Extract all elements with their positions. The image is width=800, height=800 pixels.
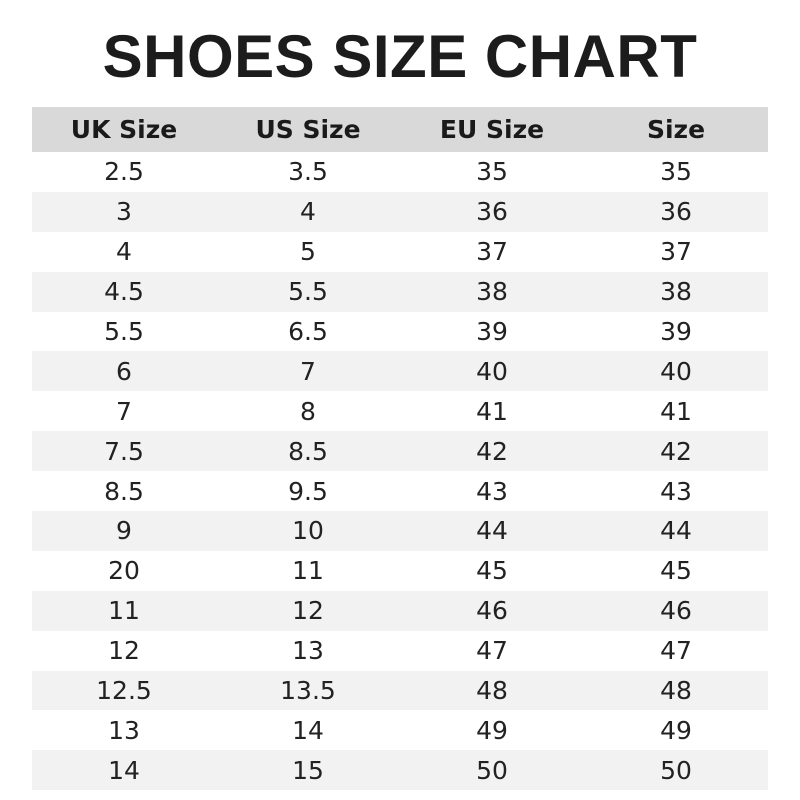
column-header: Size xyxy=(584,107,768,152)
table-cell: 6 xyxy=(32,351,216,392)
table-row: 14 15 50 50 xyxy=(32,750,768,791)
table-cell: 15 xyxy=(216,750,400,791)
table-cell: 12 xyxy=(216,590,400,631)
size-chart-table: UK Size US Size EU Size Size 2.5 3.5 35 35 3 4 36… xyxy=(32,107,768,791)
table-cell: 42 xyxy=(584,431,768,472)
table-cell: 37 xyxy=(584,231,768,272)
table-cell: 44 xyxy=(584,511,768,551)
table-cell: 40 xyxy=(400,351,584,392)
table-row: 7 8 41 41 xyxy=(32,391,768,432)
table-cell: 39 xyxy=(400,311,584,352)
table-cell: 20 xyxy=(32,550,216,591)
table-cell: 2.5 xyxy=(32,152,216,192)
table-row: 13 14 49 49 xyxy=(32,710,768,751)
table-row: 11 12 46 46 xyxy=(32,590,768,631)
table-cell: 8.5 xyxy=(216,431,400,472)
table-cell: 35 xyxy=(400,152,584,192)
table-row: 4.5 5.5 38 38 xyxy=(32,271,768,312)
table-cell: 40 xyxy=(584,351,768,392)
table-cell: 8.5 xyxy=(32,471,216,512)
table-row: 8.5 9.5 43 43 xyxy=(32,471,768,512)
table-header-row: UK Size US Size EU Size Size xyxy=(32,107,768,152)
table-cell: 35 xyxy=(584,152,768,192)
column-header: US Size xyxy=(216,107,400,152)
table-cell: 7.5 xyxy=(32,431,216,472)
table-cell: 41 xyxy=(584,391,768,432)
table-cell: 13 xyxy=(216,630,400,671)
table-cell: 44 xyxy=(400,511,584,551)
table-cell: 49 xyxy=(584,710,768,751)
table-row: 5.5 6.5 39 39 xyxy=(32,311,768,352)
table-cell: 38 xyxy=(584,271,768,312)
table-cell: 37 xyxy=(400,231,584,272)
table-cell: 13 xyxy=(32,710,216,751)
table-cell: 5 xyxy=(216,231,400,272)
table-cell: 12.5 xyxy=(32,670,216,711)
table-cell: 11 xyxy=(216,550,400,591)
table-cell: 12 xyxy=(32,630,216,671)
table-cell: 14 xyxy=(216,710,400,751)
table-cell: 14 xyxy=(32,750,216,791)
table-row: 20 11 45 45 xyxy=(32,550,768,591)
table-cell: 5.5 xyxy=(32,311,216,352)
table-cell: 7 xyxy=(216,351,400,392)
table-cell: 6.5 xyxy=(216,311,400,352)
table-cell: 41 xyxy=(400,391,584,432)
table-row: 7.5 8.5 42 42 xyxy=(32,431,768,472)
table-cell: 11 xyxy=(32,590,216,631)
column-header: UK Size xyxy=(32,107,216,152)
table-cell: 50 xyxy=(400,750,584,791)
table-cell: 9.5 xyxy=(216,471,400,512)
table-row: 12 13 47 47 xyxy=(32,630,768,671)
table-row: 9 10 44 44 xyxy=(32,511,768,551)
table-cell: 46 xyxy=(584,590,768,631)
table-cell: 50 xyxy=(584,750,768,791)
table-cell: 3.5 xyxy=(216,152,400,192)
table-row: 4 5 37 37 xyxy=(32,231,768,272)
table-row: 12.5 13.5 48 48 xyxy=(32,670,768,711)
table-cell: 45 xyxy=(400,550,584,591)
table-cell: 36 xyxy=(400,191,584,232)
table-cell: 46 xyxy=(400,590,584,631)
table-cell: 8 xyxy=(216,391,400,432)
page-title: SHOES SIZE CHART xyxy=(102,23,698,90)
table-cell: 45 xyxy=(584,550,768,591)
table-cell: 10 xyxy=(216,511,400,551)
table-cell: 42 xyxy=(400,431,584,472)
table-cell: 47 xyxy=(584,630,768,671)
table-cell: 3 xyxy=(32,191,216,232)
table-cell: 49 xyxy=(400,710,584,751)
table-cell: 43 xyxy=(584,471,768,512)
table-cell: 5.5 xyxy=(216,271,400,312)
table-cell: 13.5 xyxy=(216,670,400,711)
table-cell: 43 xyxy=(400,471,584,512)
table-cell: 47 xyxy=(400,630,584,671)
table-row: 2.5 3.5 35 35 xyxy=(32,152,768,192)
table-cell: 38 xyxy=(400,271,584,312)
table-cell: 39 xyxy=(584,311,768,352)
table-cell: 4 xyxy=(216,191,400,232)
table-cell: 48 xyxy=(400,670,584,711)
table-cell: 4.5 xyxy=(32,271,216,312)
column-header: EU Size xyxy=(400,107,584,152)
table-cell: 7 xyxy=(32,391,216,432)
table-cell: 9 xyxy=(32,511,216,551)
table-cell: 48 xyxy=(584,670,768,711)
table-cell: 36 xyxy=(584,191,768,232)
table-row: 3 4 36 36 xyxy=(32,191,768,232)
table-cell: 4 xyxy=(32,231,216,272)
table-row: 6 7 40 40 xyxy=(32,351,768,392)
